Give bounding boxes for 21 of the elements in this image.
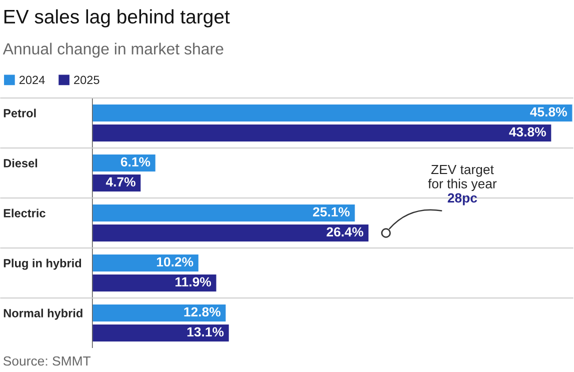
data-label: 4.7% bbox=[106, 177, 136, 187]
data-label: 13.1% bbox=[187, 327, 224, 337]
data-label: 10.2% bbox=[156, 257, 194, 267]
y-tick-label: Normal hybrid bbox=[4, 308, 82, 320]
y-tick-label: Plug in hybrid bbox=[4, 258, 82, 270]
data-label: 25.1% bbox=[313, 207, 350, 217]
data-label: 6.1% bbox=[120, 157, 150, 167]
data-label: 26.4% bbox=[326, 227, 364, 237]
y-tick-label: Petrol bbox=[4, 108, 36, 118]
data-label: 11.9% bbox=[176, 277, 212, 287]
legend-label: 2024 bbox=[19, 76, 45, 84]
chart-title: EV sales lag behind target bbox=[4, 9, 230, 28]
y-tick-label: Electric bbox=[4, 208, 46, 218]
y-tick-label: Diesel bbox=[4, 158, 38, 168]
legend-label: 2025 bbox=[74, 76, 100, 84]
data-label: 12.8% bbox=[184, 307, 220, 317]
source-note: Source: SMMT bbox=[3, 356, 91, 366]
data-label: 43.8% bbox=[509, 127, 546, 137]
annotation: ZEV target for this year 28pc bbox=[428, 164, 497, 206]
data-label: 45.8% bbox=[530, 107, 567, 117]
chart-subtitle: Annual change in market share bbox=[2, 42, 224, 58]
